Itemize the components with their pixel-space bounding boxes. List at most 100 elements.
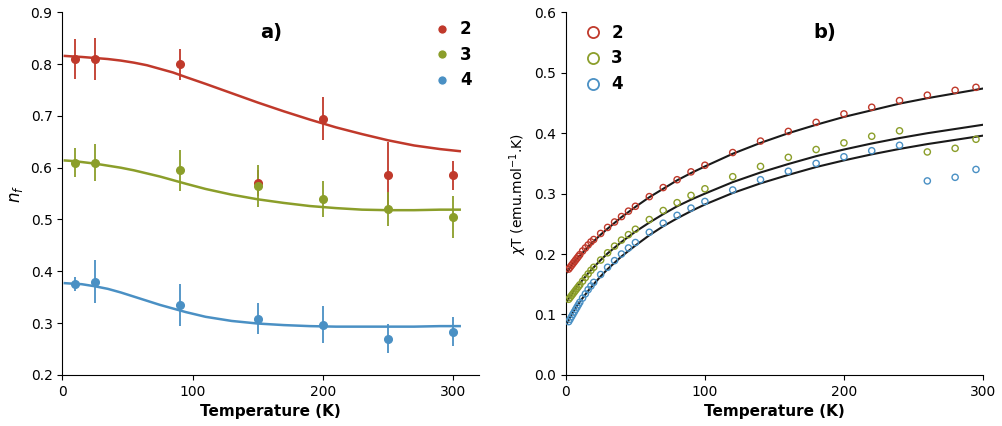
Point xyxy=(585,279,601,286)
Point xyxy=(835,139,851,146)
Point xyxy=(567,287,583,294)
Point xyxy=(724,187,740,193)
Point xyxy=(579,271,595,277)
Point xyxy=(560,296,576,303)
Point xyxy=(561,294,577,301)
Point xyxy=(863,133,879,140)
Point xyxy=(560,266,576,273)
X-axis label: Temperature (K): Temperature (K) xyxy=(200,404,341,419)
Point xyxy=(696,185,712,192)
Point xyxy=(599,224,615,231)
Point xyxy=(668,176,684,183)
Y-axis label: $n_f$: $n_f$ xyxy=(7,184,25,203)
Point xyxy=(606,243,622,250)
Point xyxy=(570,253,586,260)
Point xyxy=(606,257,622,264)
Point xyxy=(919,178,935,184)
Point xyxy=(654,184,670,191)
Point xyxy=(620,231,636,238)
Point xyxy=(627,239,643,246)
Point xyxy=(577,291,593,297)
Point xyxy=(606,219,622,225)
Point xyxy=(599,264,615,271)
Point xyxy=(566,259,582,265)
Point xyxy=(752,138,768,144)
Point xyxy=(563,314,579,320)
Point xyxy=(582,282,598,289)
Point xyxy=(668,199,684,206)
Point xyxy=(574,278,590,285)
Point xyxy=(863,147,879,154)
Point xyxy=(563,292,579,299)
Point xyxy=(564,260,580,267)
Point xyxy=(568,255,584,262)
Point xyxy=(620,245,636,251)
Point xyxy=(571,299,587,306)
Point xyxy=(696,162,712,169)
Point xyxy=(919,149,935,155)
Point xyxy=(696,198,712,205)
X-axis label: Temperature (K): Temperature (K) xyxy=(703,404,844,419)
Point xyxy=(592,271,608,278)
Point xyxy=(592,230,608,237)
Point xyxy=(568,285,584,292)
Point xyxy=(627,203,643,210)
Point xyxy=(640,216,656,223)
Point xyxy=(561,264,577,271)
Point xyxy=(599,249,615,256)
Point xyxy=(620,208,636,215)
Point xyxy=(863,104,879,111)
Point xyxy=(891,127,907,134)
Point xyxy=(613,213,629,220)
Point xyxy=(780,168,796,175)
Point xyxy=(570,283,586,290)
Point xyxy=(967,84,983,91)
Point xyxy=(654,220,670,227)
Point xyxy=(577,274,593,281)
Point xyxy=(571,282,587,288)
Point xyxy=(613,237,629,244)
Point xyxy=(577,245,593,251)
Point xyxy=(627,226,643,233)
Point xyxy=(564,311,580,318)
Text: a): a) xyxy=(260,23,282,42)
Point xyxy=(567,256,583,263)
Point xyxy=(640,229,656,236)
Point xyxy=(567,306,583,313)
Y-axis label: $\chi$T (emu.mol$^{-1}$.K): $\chi$T (emu.mol$^{-1}$.K) xyxy=(507,132,528,255)
Point xyxy=(571,251,587,258)
Point xyxy=(585,236,601,243)
Legend: 2, 3, 4: 2, 3, 4 xyxy=(577,24,622,93)
Point xyxy=(566,308,582,315)
Point xyxy=(682,192,698,199)
Point xyxy=(946,174,962,181)
Legend: 2, 3, 4: 2, 3, 4 xyxy=(426,20,471,89)
Point xyxy=(563,262,579,269)
Point xyxy=(579,286,595,293)
Text: b): b) xyxy=(813,23,835,42)
Point xyxy=(564,291,580,297)
Point xyxy=(568,304,584,311)
Point xyxy=(919,92,935,98)
Point xyxy=(640,193,656,200)
Point xyxy=(574,295,590,302)
Point xyxy=(891,97,907,104)
Point xyxy=(835,153,851,160)
Point xyxy=(780,128,796,135)
Point xyxy=(946,145,962,152)
Point xyxy=(579,242,595,248)
Point xyxy=(780,154,796,161)
Point xyxy=(752,176,768,183)
Point xyxy=(946,87,962,94)
Point xyxy=(891,142,907,149)
Point xyxy=(561,316,577,322)
Point xyxy=(724,149,740,156)
Point xyxy=(585,264,601,271)
Point xyxy=(582,267,598,274)
Point xyxy=(752,163,768,170)
Point xyxy=(613,250,629,257)
Point xyxy=(808,119,824,126)
Point xyxy=(654,207,670,214)
Point xyxy=(808,160,824,167)
Point xyxy=(574,248,590,254)
